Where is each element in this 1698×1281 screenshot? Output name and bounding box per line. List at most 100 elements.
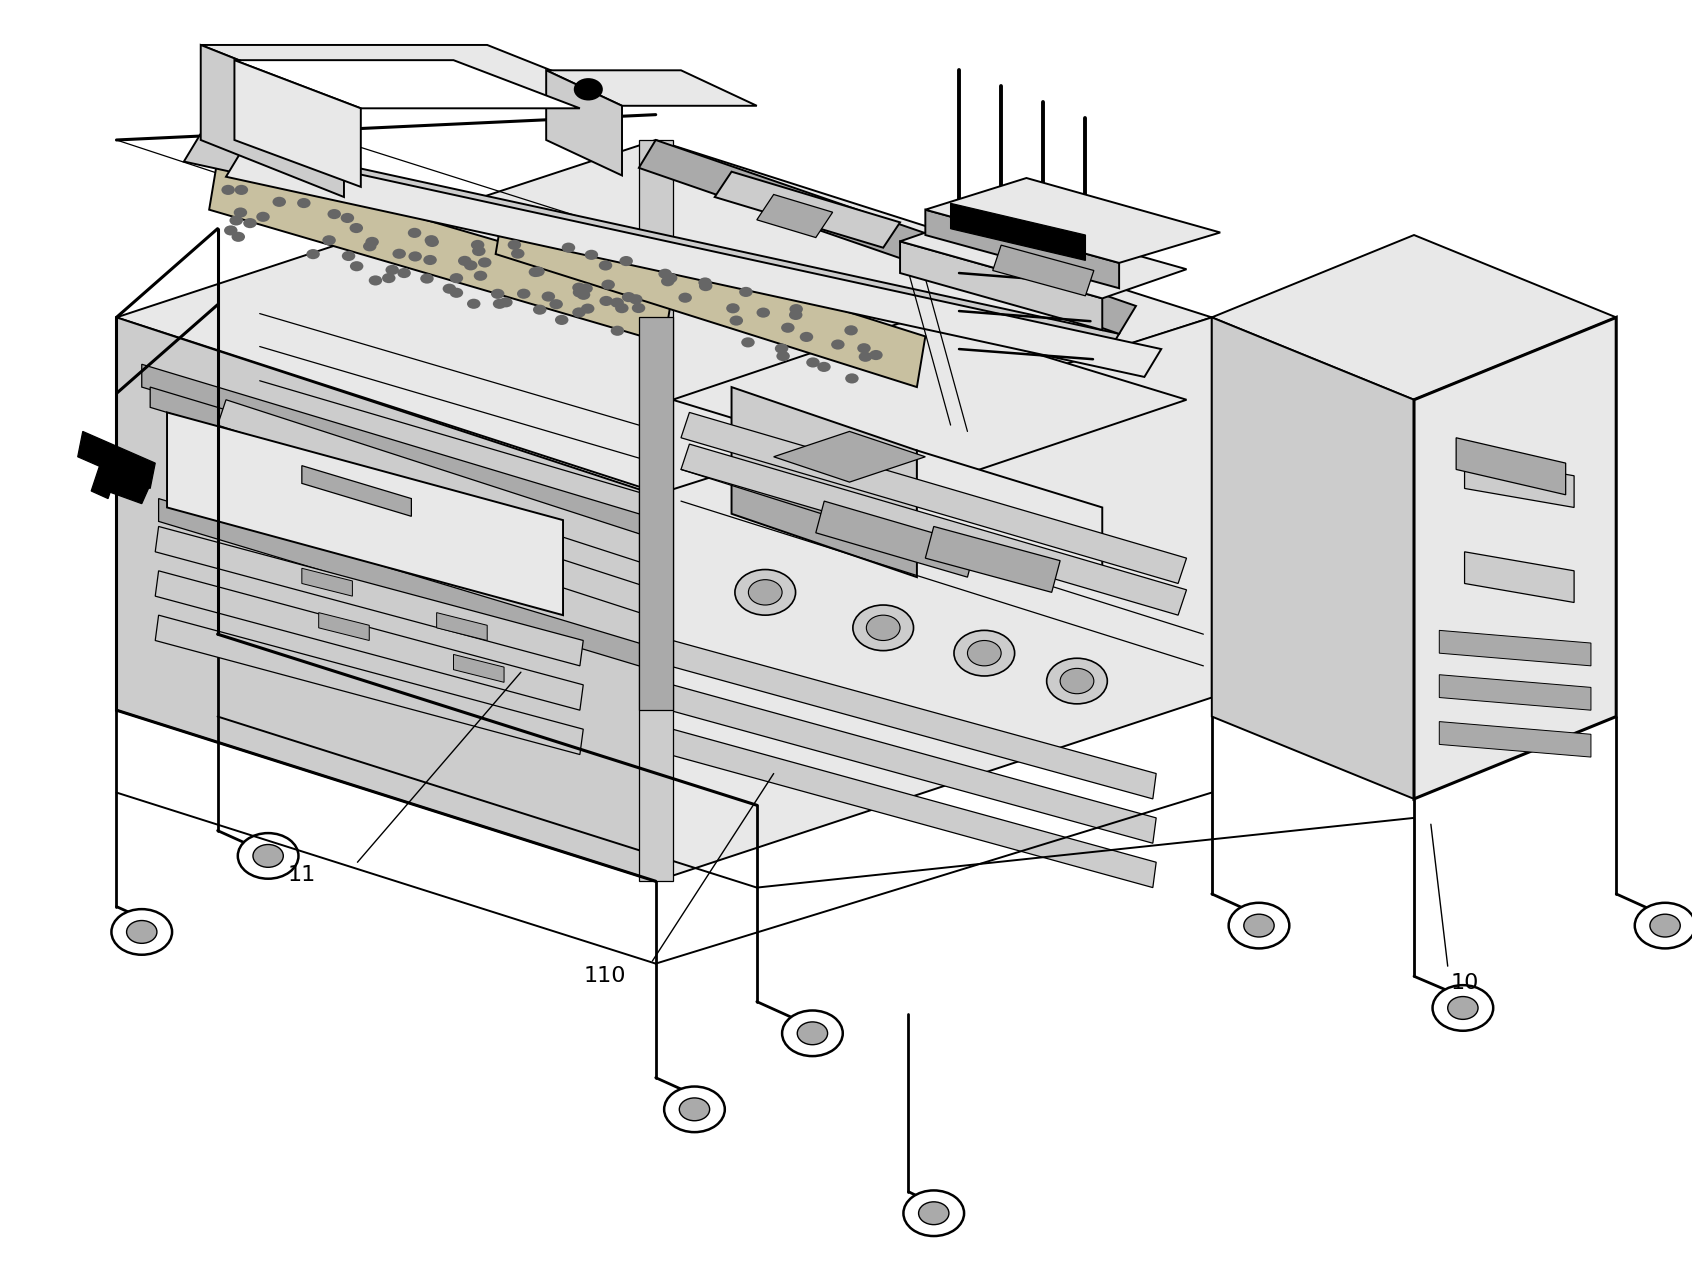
- Circle shape: [272, 197, 285, 208]
- Circle shape: [628, 295, 642, 305]
- Circle shape: [581, 304, 594, 314]
- Circle shape: [423, 255, 436, 265]
- Circle shape: [508, 240, 521, 250]
- Polygon shape: [158, 498, 664, 674]
- Polygon shape: [155, 615, 582, 755]
- Circle shape: [491, 288, 504, 298]
- Polygon shape: [917, 451, 1102, 583]
- Polygon shape: [756, 195, 832, 237]
- Circle shape: [572, 283, 586, 292]
- Polygon shape: [1464, 552, 1572, 602]
- Polygon shape: [1438, 675, 1589, 710]
- Polygon shape: [496, 204, 925, 387]
- Polygon shape: [900, 213, 1185, 298]
- Polygon shape: [117, 318, 655, 881]
- Circle shape: [328, 209, 341, 219]
- Circle shape: [903, 1190, 963, 1236]
- Circle shape: [1060, 669, 1094, 694]
- Text: 10: 10: [1450, 972, 1477, 993]
- Circle shape: [610, 297, 623, 307]
- Circle shape: [781, 323, 795, 333]
- Circle shape: [562, 242, 576, 252]
- Polygon shape: [669, 729, 1156, 888]
- Circle shape: [528, 266, 542, 277]
- Circle shape: [776, 351, 790, 361]
- Circle shape: [620, 256, 633, 266]
- Circle shape: [464, 260, 477, 270]
- Polygon shape: [78, 432, 155, 488]
- Circle shape: [297, 199, 311, 208]
- Circle shape: [1243, 915, 1274, 936]
- Polygon shape: [209, 159, 672, 343]
- Polygon shape: [925, 210, 1119, 288]
- Circle shape: [598, 260, 611, 270]
- Circle shape: [472, 246, 486, 256]
- Polygon shape: [545, 70, 621, 175]
- Polygon shape: [155, 526, 582, 666]
- Polygon shape: [681, 412, 1185, 583]
- Polygon shape: [155, 571, 582, 710]
- Circle shape: [238, 833, 299, 879]
- Circle shape: [385, 265, 399, 275]
- Circle shape: [584, 250, 598, 260]
- Circle shape: [477, 257, 491, 268]
- Polygon shape: [183, 133, 1119, 361]
- Polygon shape: [1211, 234, 1615, 400]
- Circle shape: [531, 266, 545, 277]
- Polygon shape: [638, 140, 672, 881]
- Polygon shape: [669, 685, 1156, 843]
- Circle shape: [243, 218, 256, 228]
- Circle shape: [661, 277, 674, 287]
- Circle shape: [572, 307, 586, 318]
- Circle shape: [664, 1086, 725, 1132]
- Circle shape: [229, 215, 243, 225]
- Circle shape: [1447, 997, 1477, 1020]
- Circle shape: [857, 352, 871, 361]
- Circle shape: [1431, 985, 1493, 1031]
- Polygon shape: [925, 526, 1060, 592]
- Circle shape: [499, 297, 513, 307]
- Polygon shape: [100, 469, 149, 503]
- Circle shape: [740, 337, 754, 347]
- Polygon shape: [302, 569, 351, 596]
- Polygon shape: [436, 612, 487, 640]
- Circle shape: [756, 307, 769, 318]
- Circle shape: [788, 310, 801, 320]
- Polygon shape: [117, 140, 1211, 494]
- Circle shape: [450, 288, 464, 298]
- Circle shape: [224, 225, 238, 236]
- Circle shape: [424, 237, 438, 247]
- Polygon shape: [951, 204, 1085, 260]
- Polygon shape: [773, 432, 925, 482]
- Circle shape: [408, 228, 421, 238]
- Circle shape: [599, 296, 613, 306]
- Polygon shape: [669, 640, 1156, 799]
- Circle shape: [516, 288, 530, 298]
- Polygon shape: [638, 318, 672, 710]
- Circle shape: [728, 315, 742, 325]
- Circle shape: [1046, 658, 1107, 703]
- Circle shape: [365, 237, 379, 247]
- Polygon shape: [166, 412, 562, 615]
- Circle shape: [601, 279, 615, 290]
- Polygon shape: [545, 70, 756, 106]
- Text: 110: 110: [584, 966, 627, 986]
- Polygon shape: [319, 612, 368, 640]
- Circle shape: [467, 298, 481, 309]
- Polygon shape: [200, 45, 630, 102]
- Circle shape: [511, 249, 525, 259]
- Polygon shape: [226, 149, 1160, 377]
- Polygon shape: [681, 445, 1185, 615]
- Polygon shape: [900, 241, 1102, 330]
- Polygon shape: [1455, 438, 1566, 494]
- Circle shape: [341, 251, 355, 261]
- Circle shape: [253, 844, 284, 867]
- Circle shape: [1228, 903, 1289, 948]
- Circle shape: [1649, 915, 1679, 936]
- Circle shape: [350, 223, 363, 233]
- Polygon shape: [149, 387, 655, 560]
- Polygon shape: [1211, 318, 1413, 799]
- Circle shape: [397, 268, 411, 278]
- Circle shape: [443, 283, 455, 293]
- Circle shape: [231, 232, 245, 242]
